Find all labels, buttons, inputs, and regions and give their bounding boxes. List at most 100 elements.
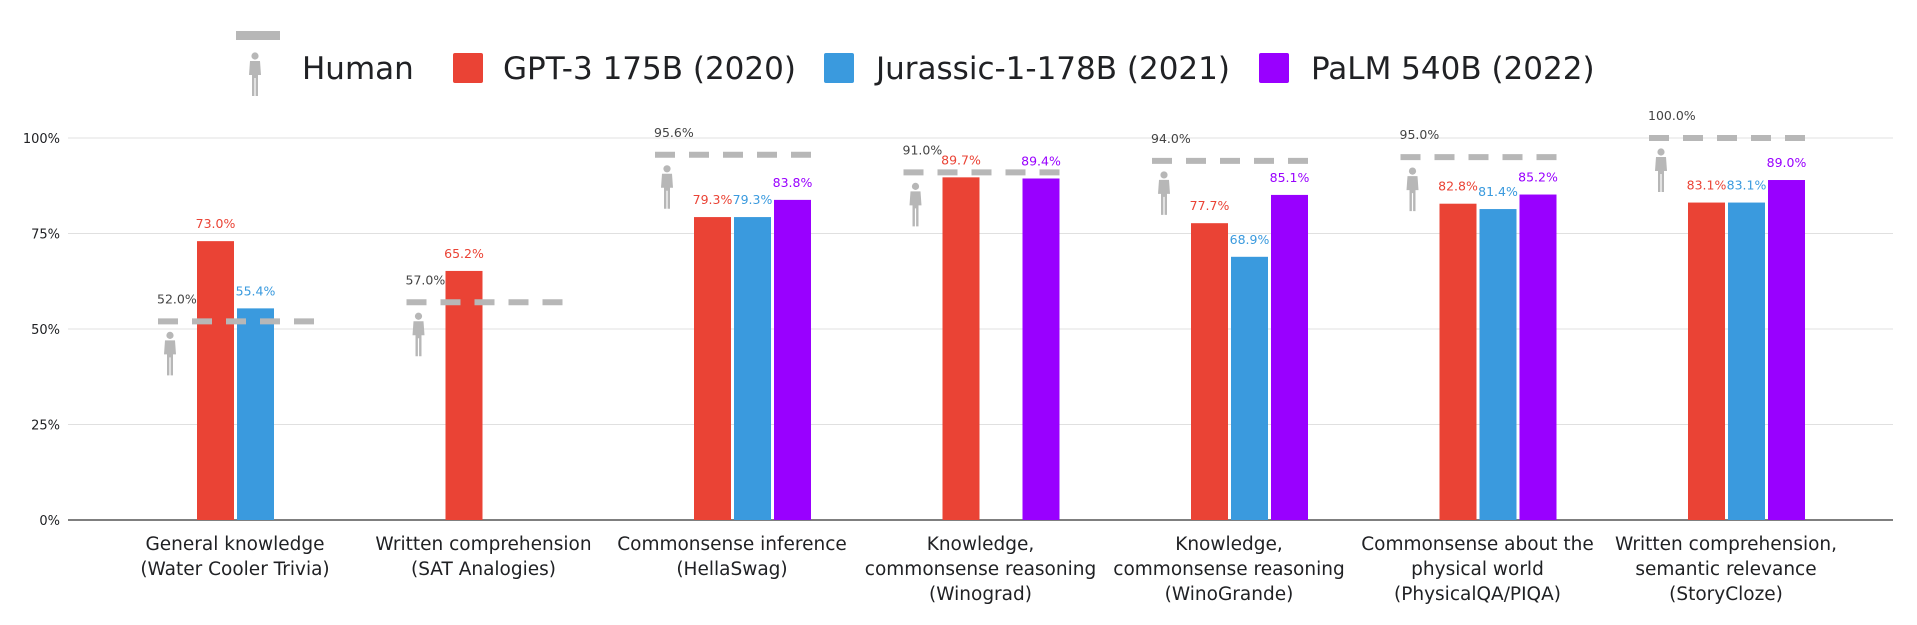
bar-gpt-3 — [1439, 203, 1477, 521]
person-icon — [661, 165, 673, 209]
y-tick-label: 50% — [31, 323, 60, 338]
legend-palm-swatch — [1259, 53, 1289, 83]
category-label: (StoryCloze) — [1669, 584, 1783, 605]
person-body — [1655, 157, 1667, 192]
data-label: 85.2% — [1518, 170, 1558, 185]
bar-gpt-3 — [197, 241, 234, 520]
data-label: 68.9% — [1230, 232, 1270, 247]
human-label: 52.0% — [157, 291, 197, 306]
bar-jurassic-1-178b — [1479, 209, 1517, 520]
person-head — [166, 331, 174, 339]
category-label: commonsense reasoning — [1113, 559, 1344, 580]
person-icon — [412, 312, 425, 357]
legend: Human GPT-3 175B (2020) Jurassic-1-178B … — [236, 31, 1595, 96]
grid-layer — [68, 137, 1893, 425]
bar-palm — [1022, 178, 1060, 520]
category-label: (Winograd) — [929, 584, 1032, 605]
category-label: (WinoGrande) — [1165, 584, 1294, 605]
data-label: 65.2% — [444, 246, 484, 261]
category-label: (PhysicalQA/PIQA) — [1394, 584, 1561, 605]
human-baselines — [158, 135, 1811, 376]
bar-jurassic-1-178b — [1231, 256, 1268, 520]
person-head — [1160, 171, 1168, 179]
legend-person-icon — [249, 52, 261, 96]
person-icon — [164, 331, 176, 376]
person-body — [661, 173, 673, 209]
y-tick-label: 100% — [23, 132, 60, 147]
person-head — [414, 312, 423, 320]
category-label: Written comprehension — [375, 534, 591, 555]
human-label: 95.6% — [654, 125, 694, 140]
person-body — [1158, 179, 1170, 215]
bar-palm — [774, 199, 811, 520]
human-label: 94.0% — [1151, 131, 1191, 146]
category-label: physical world — [1411, 559, 1544, 580]
data-label: 81.4% — [1478, 184, 1518, 199]
person-icon — [1655, 148, 1667, 192]
person-head — [1408, 167, 1417, 175]
bar-gpt-3 — [694, 217, 731, 520]
data-label: 77.7% — [1190, 198, 1230, 213]
legend-gpt3-swatch — [453, 53, 483, 83]
category-label: semantic relevance — [1635, 559, 1816, 580]
category-label: (HellaSwag) — [676, 559, 787, 580]
y-tick-label: 25% — [31, 419, 60, 434]
category-label: commonsense reasoning — [865, 559, 1096, 580]
human-label: 91.0% — [903, 142, 943, 157]
category-label: Written comprehension, — [1615, 534, 1837, 555]
bars — [197, 177, 1805, 521]
person-head — [1657, 148, 1665, 156]
person-icon — [1158, 171, 1170, 215]
data-label: 83.1% — [1727, 178, 1767, 193]
x-axis-categories: General knowledge (Water Cooler Trivia) Wr… — [140, 534, 1837, 605]
data-label: 79.3% — [733, 192, 773, 207]
category-label: Knowledge, — [927, 534, 1035, 555]
person-icon — [1406, 167, 1419, 212]
person-body — [164, 340, 176, 376]
bar-jurassic-1-178b — [734, 217, 771, 520]
person-head — [663, 165, 671, 173]
human-label: 57.0% — [406, 272, 446, 287]
bar-gpt-3 — [1191, 223, 1228, 520]
category-label: (Water Cooler Trivia) — [140, 559, 329, 580]
data-label: 55.4% — [236, 283, 276, 298]
person-head — [911, 182, 920, 190]
person-icon — [909, 182, 922, 227]
person-body — [412, 321, 425, 357]
data-label: 89.4% — [1021, 153, 1061, 168]
bar-jurassic-1-178b — [237, 308, 274, 520]
data-label: 89.0% — [1767, 155, 1807, 170]
legend-human-label: Human — [302, 51, 414, 87]
data-labels: 73.0%55.4%52.0%65.2%57.0%79.3% 79.3%83.8%… — [157, 108, 1806, 306]
data-label: 73.0% — [196, 216, 236, 231]
legend-human-swatch — [236, 31, 280, 40]
human-label: 100.0% — [1648, 108, 1696, 123]
legend-jurassic-label: Jurassic-1-178B (2021) — [874, 51, 1230, 87]
y-tick-label: 75% — [31, 228, 60, 243]
y-tick-label: 0% — [39, 514, 60, 529]
data-label: 85.1% — [1270, 170, 1310, 185]
bar-gpt-3 — [1688, 202, 1725, 521]
data-label: 83.1% — [1687, 178, 1727, 193]
legend-palm-label: PaLM 540B (2022) — [1311, 51, 1595, 87]
bar-palm — [1519, 194, 1557, 520]
legend-jurassic-swatch — [824, 53, 854, 83]
category-label: Commonsense about the — [1361, 534, 1594, 555]
bar-palm — [1271, 194, 1308, 520]
bar-jurassic-1-178b — [1728, 202, 1765, 521]
category-label: Commonsense inference — [617, 534, 847, 555]
bar-palm — [1768, 180, 1805, 520]
category-label: (SAT Analogies) — [411, 559, 556, 580]
category-label: General knowledge — [145, 534, 324, 555]
data-label: 82.8% — [1438, 179, 1478, 194]
person-body — [1406, 176, 1419, 212]
legend-gpt3-label: GPT-3 175B (2020) — [503, 51, 796, 87]
data-label: 79.3% — [693, 192, 733, 207]
y-axis: 0% 25% 50% 75% 100% — [23, 132, 1893, 529]
bar-gpt-3 — [942, 177, 980, 520]
bar-gpt-3 — [445, 270, 483, 520]
person-body — [909, 191, 922, 227]
data-label: 89.7% — [941, 152, 981, 167]
category-label: Knowledge, — [1175, 534, 1283, 555]
